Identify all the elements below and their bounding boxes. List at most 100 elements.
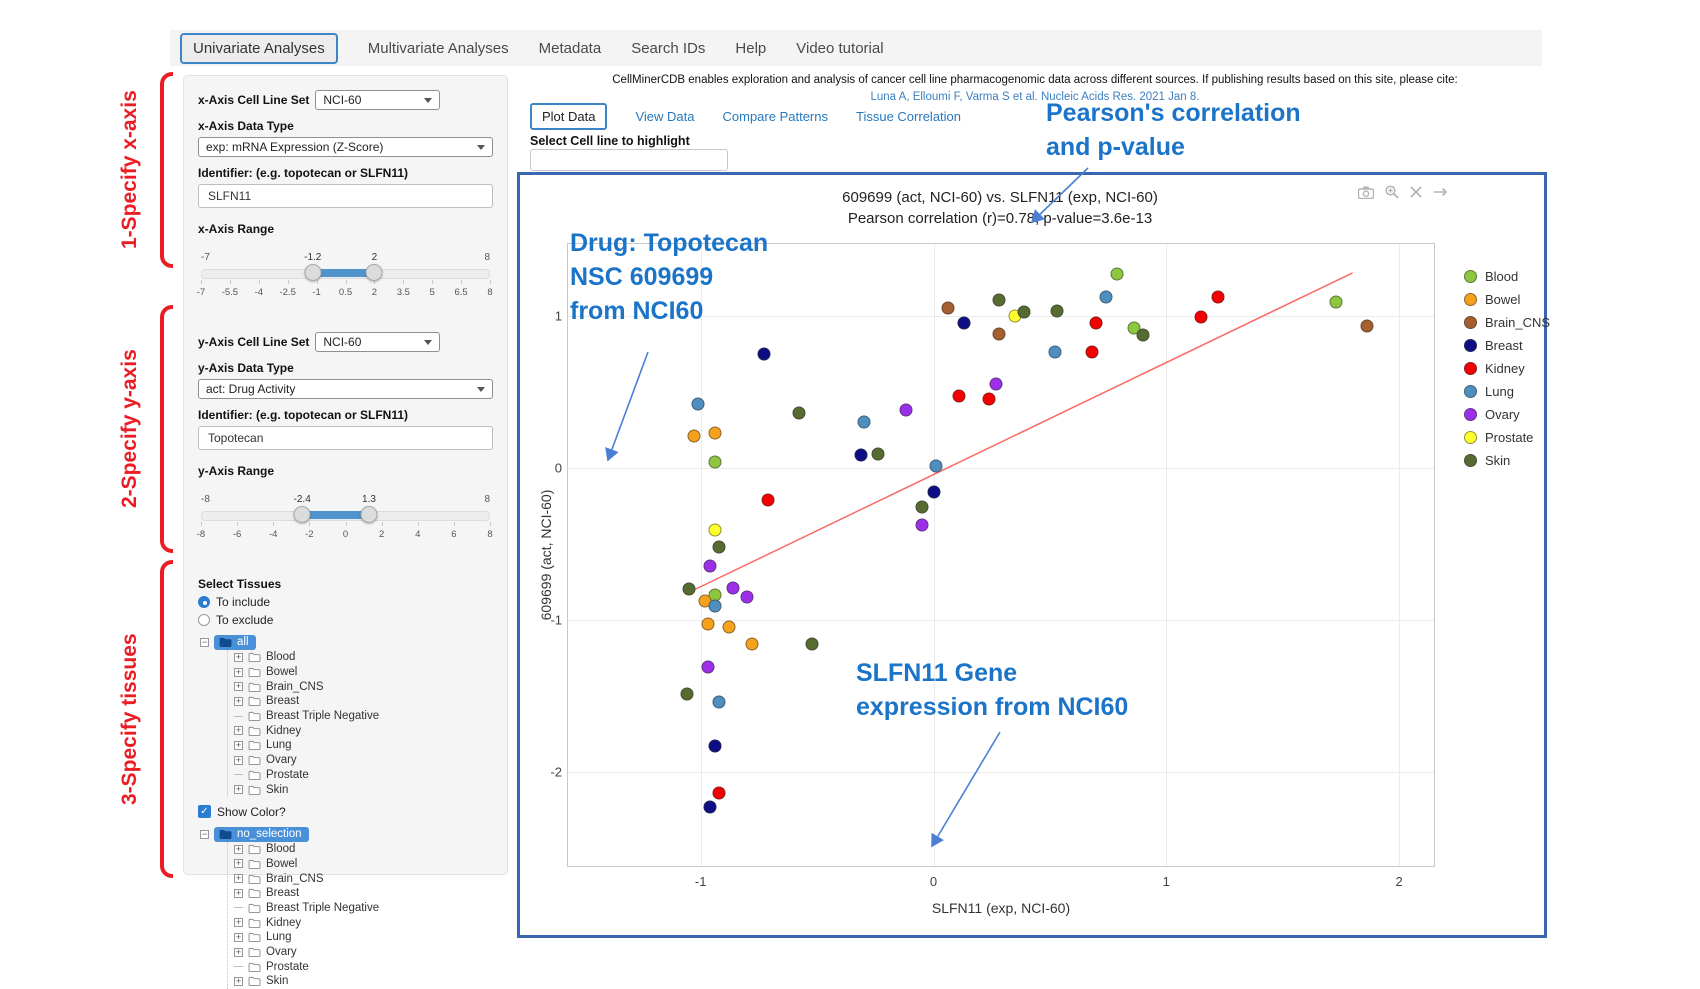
x-identifier-input[interactable]: SLFN11 — [198, 184, 493, 208]
tree-node[interactable]: + Brain_CNS — [234, 871, 493, 886]
nav-tab-video-tutorial[interactable]: Video tutorial — [796, 39, 884, 57]
close-icon[interactable] — [1410, 186, 1422, 198]
tree-node[interactable]: + Brain_CNS — [234, 679, 493, 694]
tree-node[interactable]: + Skin — [234, 974, 493, 989]
tree-root[interactable]: − no_selection — [200, 826, 493, 842]
slider-handle-from[interactable] — [304, 264, 322, 281]
control-sidebar: x-Axis Cell Line Set NCI-60 x-Axis Data … — [183, 75, 508, 989]
tree-root[interactable]: − all — [200, 635, 493, 650]
pan-icon[interactable] — [1433, 186, 1447, 198]
expand-icon[interactable]: + — [234, 651, 243, 662]
x-cell-line-set-select[interactable]: NCI-60 — [315, 90, 441, 110]
legend-item-breast[interactable]: Breast — [1464, 338, 1523, 353]
folder-icon — [248, 845, 261, 855]
expand-icon[interactable]: + — [234, 784, 243, 795]
slider-handle-from[interactable] — [293, 506, 311, 523]
nav-tab-search-ids[interactable]: Search IDs — [631, 39, 706, 57]
radio-to-exclude[interactable]: To exclude — [198, 613, 493, 627]
y-cell-line-set-select[interactable]: NCI-60 — [315, 332, 441, 352]
expand-icon[interactable]: + — [234, 858, 243, 869]
tree-root-label: no_selection — [237, 827, 302, 840]
plot-tabs: Plot Data View Data Compare Patterns Tissue… — [530, 103, 961, 130]
y-data-type-select[interactable]: act: Drug Activity — [198, 379, 493, 399]
tree-node-label: Ovary — [266, 946, 297, 959]
tree-node[interactable]: + Kidney — [234, 915, 493, 930]
tree-root-pill[interactable]: all — [214, 635, 256, 650]
expand-icon[interactable]: + — [234, 843, 243, 854]
expand-icon[interactable]: + — [234, 754, 243, 765]
legend-item-ovary[interactable]: Ovary — [1464, 407, 1520, 422]
expand-icon[interactable]: + — [234, 681, 243, 692]
tab-plot-data[interactable]: Plot Data — [530, 103, 608, 130]
y-identifier-input[interactable]: Topotecan — [198, 426, 493, 450]
tree-node[interactable]: + Bowel — [234, 665, 493, 680]
tree-node[interactable]: + Breast — [234, 886, 493, 901]
tree-node[interactable]: Prostate — [234, 959, 493, 974]
tree-node-label: Bowel — [266, 666, 298, 679]
tab-view-data[interactable]: View Data — [635, 109, 695, 124]
tree-node[interactable]: + Blood — [234, 842, 493, 857]
scatter-point-breast — [957, 316, 971, 330]
legend-item-prostate[interactable]: Prostate — [1464, 430, 1533, 445]
tree-node[interactable]: + Ovary — [234, 945, 493, 960]
legend-item-blood[interactable]: Blood — [1464, 269, 1518, 284]
legend-item-bowel[interactable]: Bowel — [1464, 292, 1520, 307]
legend-item-brain_cns[interactable]: Brain_CNS — [1464, 315, 1550, 330]
collapse-icon[interactable]: − — [200, 637, 209, 647]
x-tick-label: 0 — [929, 874, 938, 889]
show-color-checkbox-row[interactable]: ✓ Show Color? — [198, 805, 493, 819]
tab-compare-patterns[interactable]: Compare Patterns — [722, 109, 829, 124]
legend-item-lung[interactable]: Lung — [1464, 384, 1514, 399]
tree-node[interactable]: + Lung — [234, 930, 493, 945]
nav-tab-multivariate-analyses[interactable]: Multivariate Analyses — [367, 39, 509, 57]
tree-node[interactable]: + Bowel — [234, 857, 493, 872]
folder-icon — [248, 962, 261, 972]
expand-icon[interactable]: + — [234, 873, 243, 884]
expand-icon[interactable]: + — [234, 739, 243, 750]
collapse-icon[interactable]: − — [200, 828, 209, 839]
nav-tab-univariate-analyses[interactable]: Univariate Analyses — [180, 32, 338, 64]
tree-node[interactable]: + Lung — [234, 738, 493, 753]
x-data-type-select[interactable]: exp: mRNA Expression (Z-Score) — [198, 137, 493, 157]
tree-node[interactable]: + Ovary — [234, 753, 493, 768]
legend-marker-icon — [1464, 293, 1477, 306]
tree-node[interactable]: + Kidney — [234, 723, 493, 738]
step1-bracket — [160, 72, 173, 268]
slider-selected-bar — [312, 269, 375, 277]
tree-node[interactable]: + Blood — [234, 650, 493, 665]
expand-icon[interactable]: + — [234, 931, 243, 942]
expand-icon[interactable]: + — [234, 917, 243, 928]
tree-node[interactable]: + Skin — [234, 782, 493, 797]
slider-handle-to[interactable] — [365, 264, 383, 281]
scatter-point-kidney — [1194, 310, 1208, 324]
tree-node[interactable]: Prostate — [234, 768, 493, 783]
expand-icon[interactable]: + — [234, 695, 243, 706]
expand-icon[interactable]: + — [234, 946, 243, 957]
zoom-in-icon[interactable] — [1385, 185, 1399, 199]
x-range-slider[interactable]: -7 8 -1.2 2 -7 -5.5 -4 -2.5 -1 0.5 2 3.5 5 6.5 8 — [197, 252, 493, 306]
tree-root-pill[interactable]: no_selection — [214, 826, 309, 842]
nav-tab-metadata[interactable]: Metadata — [538, 39, 602, 57]
highlight-cell-line-input[interactable] — [530, 149, 728, 171]
camera-icon[interactable] — [1358, 186, 1374, 199]
slider-tick — [432, 280, 434, 284]
folder-icon — [248, 653, 261, 663]
tree-node[interactable]: + Breast — [234, 694, 493, 709]
expand-icon[interactable]: + — [234, 666, 243, 677]
tree-node[interactable]: Breast Triple Negative — [234, 709, 493, 724]
legend-item-kidney[interactable]: Kidney — [1464, 361, 1525, 376]
tab-tissue-correlation[interactable]: Tissue Correlation — [856, 109, 962, 124]
nav-tab-help[interactable]: Help — [735, 39, 767, 57]
tree-node[interactable]: Breast Triple Negative — [234, 901, 493, 916]
legend-marker-icon — [1464, 362, 1477, 375]
legend-item-skin[interactable]: Skin — [1464, 453, 1510, 468]
slider-handle-to[interactable] — [360, 506, 378, 523]
radio-to-include[interactable]: To include — [198, 595, 493, 609]
expand-icon[interactable]: + — [234, 725, 243, 736]
citation-link[interactable]: Luna A, Elloumi F, Varma S et al. Nuclei… — [870, 91, 1200, 103]
expand-icon[interactable]: + — [234, 887, 243, 898]
y-range-slider[interactable]: -8 8 -2.4 1.3 -8 -6 -4 -2 0 2 4 6 8 — [197, 494, 493, 548]
slider-tick — [258, 280, 260, 284]
expand-icon[interactable]: + — [234, 975, 243, 986]
slider-tick-label: 6.5 — [454, 287, 468, 298]
